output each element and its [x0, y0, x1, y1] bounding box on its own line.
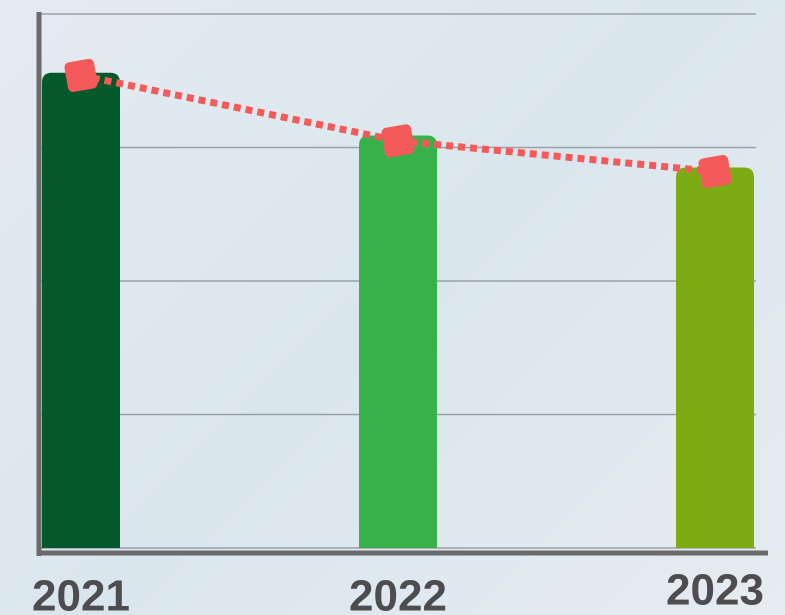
bar: [359, 135, 437, 549]
x-tick-label: 2023: [666, 566, 764, 615]
trend-marker: [381, 124, 415, 158]
bar: [676, 167, 754, 548]
x-tick-label: 2021: [32, 572, 130, 615]
bar: [42, 72, 120, 549]
trend-marker: [698, 154, 732, 189]
x-tick-label: 2022: [349, 572, 447, 615]
trend-marker: [64, 58, 98, 92]
